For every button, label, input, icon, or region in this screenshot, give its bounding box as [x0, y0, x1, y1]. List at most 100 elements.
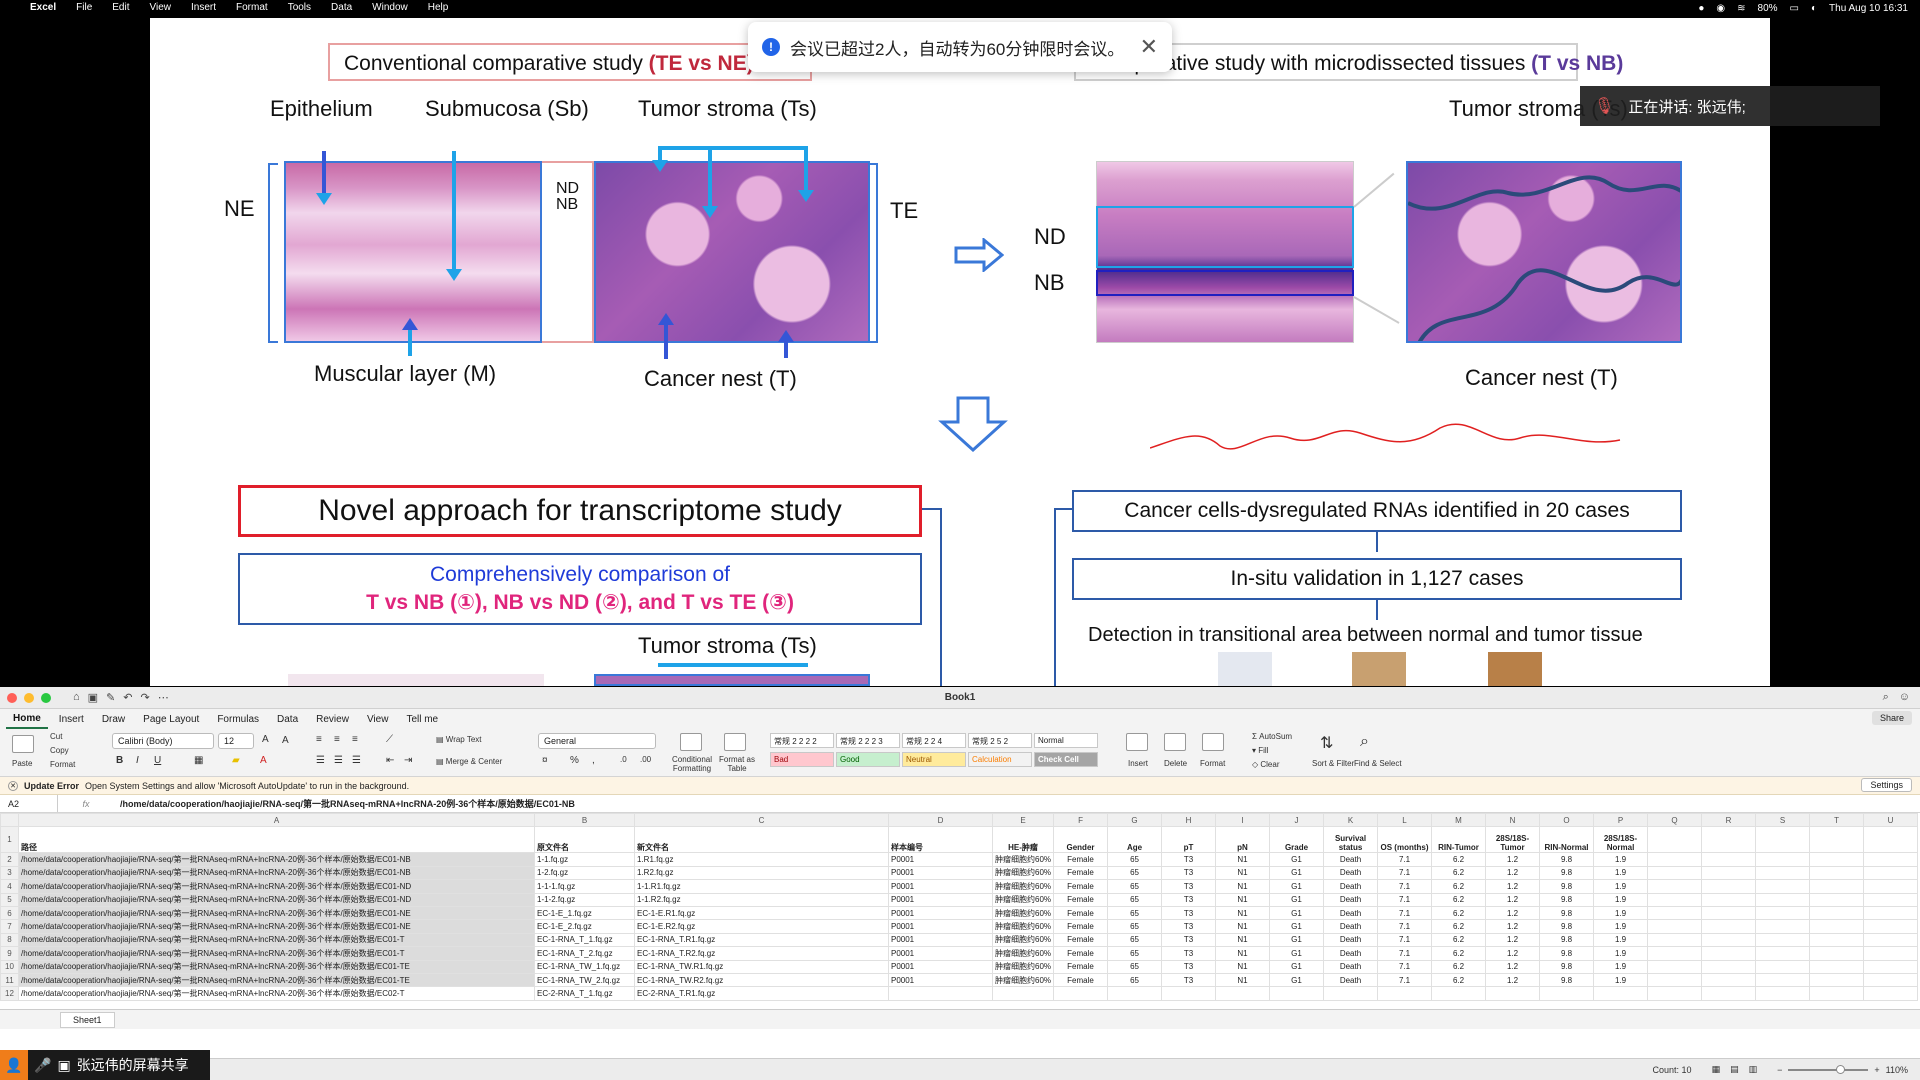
table-cell[interactable] — [1161, 986, 1217, 1001]
table-cell[interactable]: 1.2 — [1485, 972, 1541, 988]
table-cell[interactable] — [1701, 932, 1757, 948]
table-cell[interactable]: Female — [1053, 946, 1109, 961]
table-cell[interactable]: 9.8 — [1539, 905, 1595, 921]
menu-file[interactable]: File — [76, 2, 93, 13]
row-header[interactable]: 10 — [0, 959, 19, 974]
table-cell[interactable]: 1.9 — [1593, 919, 1649, 934]
table-cell[interactable]: P0001 — [888, 919, 993, 934]
table-cell[interactable]: Death — [1323, 919, 1379, 934]
table-cell[interactable]: 1-1.R1.fq.gz — [634, 879, 889, 894]
align-top-icon[interactable]: ≡ — [316, 734, 322, 745]
column-header-l[interactable]: L — [1377, 813, 1433, 828]
control-center-icon[interactable]: ◐ — [1810, 2, 1818, 14]
table-cell[interactable]: EC-2-RNA_T_1.fq.gz — [534, 986, 635, 1001]
wrap-text-button[interactable]: ▤ Wrap Text — [436, 735, 482, 744]
table-cell[interactable]: N1 — [1215, 932, 1271, 948]
table-cell[interactable]: P0001 — [888, 879, 993, 894]
table-cell[interactable]: 28S/18S-Tumor — [1485, 826, 1541, 854]
sheet-tab[interactable]: Sheet1 — [60, 1011, 115, 1028]
table-cell[interactable]: 1.2 — [1485, 919, 1541, 934]
row-header[interactable]: 7 — [0, 919, 19, 934]
tab-view[interactable]: View — [366, 713, 389, 725]
column-header-f[interactable]: F — [1053, 813, 1109, 828]
comma-icon[interactable]: , — [592, 755, 595, 766]
conditional-formatting-icon[interactable] — [680, 733, 702, 751]
column-header-e[interactable]: E — [991, 813, 1055, 828]
table-cell[interactable]: 1.R2.fq.gz — [634, 865, 889, 881]
font-name-select[interactable]: Calibri (Body) — [112, 733, 214, 749]
table-cell[interactable] — [1701, 986, 1757, 1001]
table-cell[interactable]: /home/data/cooperation/haojiajie/RNA-seq… — [18, 946, 535, 961]
table-cell[interactable]: Female — [1053, 879, 1109, 894]
table-cell[interactable]: 9.8 — [1539, 972, 1595, 988]
column-header-h[interactable]: H — [1161, 813, 1217, 828]
table-cell[interactable]: 1.9 — [1593, 932, 1649, 948]
table-cell[interactable]: 1-2.fq.gz — [534, 865, 635, 881]
outdent-icon[interactable]: ⇥ — [404, 755, 413, 766]
table-cell[interactable] — [1647, 972, 1703, 988]
table-cell[interactable]: 1-1.R2.fq.gz — [634, 892, 889, 907]
style-bad[interactable]: Bad — [770, 752, 834, 767]
table-cell[interactable]: 65 — [1107, 919, 1163, 934]
table-cell[interactable]: N1 — [1215, 865, 1271, 881]
table-cell[interactable]: 1.2 — [1485, 946, 1541, 961]
table-cell[interactable] — [1701, 959, 1757, 974]
menu-apple-icon[interactable] — [0, 0, 20, 16]
align-left-icon[interactable]: ☰ — [316, 755, 325, 766]
close-window-button[interactable] — [7, 692, 17, 703]
autosum-button[interactable]: Σ AutoSum — [1252, 732, 1293, 741]
conditional-formatting-button[interactable]: Conditional Formatting — [671, 755, 713, 773]
table-cell[interactable]: P0001 — [888, 946, 993, 961]
number-format-select[interactable]: General — [538, 733, 656, 749]
borders-icon[interactable]: ▦ — [194, 755, 204, 766]
style-good[interactable]: Good — [836, 752, 900, 767]
table-cell[interactable] — [1647, 919, 1703, 934]
table-cell[interactable]: 1.2 — [1485, 865, 1541, 881]
zoom-slider[interactable] — [1788, 1064, 1869, 1074]
table-cell[interactable]: 肿瘤细胞约60% — [991, 972, 1055, 988]
merge-center-button[interactable]: ▤ Merge & Center — [436, 757, 503, 766]
table-cell[interactable]: 7.1 — [1377, 865, 1433, 881]
row-header[interactable]: 12 — [0, 986, 19, 1001]
table-cell[interactable]: 1.9 — [1593, 959, 1649, 974]
search-icon[interactable]: ⌕ — [1882, 691, 1889, 703]
battery-icon[interactable]: ▭ — [1789, 2, 1799, 14]
table-cell[interactable]: 肿瘤细胞约60% — [991, 959, 1055, 974]
column-header-g[interactable]: G — [1107, 813, 1163, 828]
table-cell[interactable] — [1809, 852, 1865, 867]
page-break-view-icon[interactable]: ▥ — [1748, 1064, 1758, 1074]
name-box[interactable]: A2 — [0, 795, 58, 812]
table-cell[interactable]: 1.9 — [1593, 879, 1649, 894]
table-cell[interactable]: /home/data/cooperation/haojiajie/RNA-seq… — [18, 932, 535, 948]
menu-window[interactable]: Window — [372, 2, 408, 13]
table-cell[interactable] — [1755, 905, 1811, 921]
table-cell[interactable]: 9.8 — [1539, 879, 1595, 894]
row-header[interactable]: 2 — [0, 852, 19, 867]
table-cell[interactable]: Female — [1053, 905, 1109, 921]
table-cell[interactable]: 1.9 — [1593, 892, 1649, 907]
column-header-d[interactable]: D — [888, 813, 993, 828]
tab-formulas[interactable]: Formulas — [217, 713, 260, 725]
table-cell[interactable]: 肿瘤细胞约60% — [991, 919, 1055, 934]
wifi-icon[interactable]: ≋ — [1737, 2, 1746, 14]
tab-draw[interactable]: Draw — [101, 713, 126, 725]
table-cell[interactable] — [1809, 879, 1865, 894]
row-header[interactable]: 5 — [0, 892, 19, 907]
table-cell[interactable]: 7.1 — [1377, 905, 1433, 921]
align-middle-icon[interactable]: ≡ — [334, 734, 340, 745]
table-cell[interactable]: /home/data/cooperation/haojiajie/RNA-seq… — [18, 905, 535, 921]
table-cell[interactable]: 1.2 — [1485, 932, 1541, 948]
table-cell[interactable]: T3 — [1161, 879, 1217, 894]
tab-tell-me[interactable]: Tell me — [406, 713, 439, 725]
wechat-icon[interactable]: ● — [1698, 2, 1705, 14]
table-cell[interactable]: 65 — [1107, 946, 1163, 961]
table-cell[interactable]: G1 — [1269, 932, 1325, 948]
table-cell[interactable]: Female — [1053, 865, 1109, 881]
table-cell[interactable] — [1647, 986, 1703, 1001]
copy-button[interactable]: Copy — [50, 746, 69, 755]
table-cell[interactable] — [1863, 879, 1919, 894]
table-cell[interactable]: /home/data/cooperation/haojiajie/RNA-seq… — [18, 852, 535, 867]
decrease-font-icon[interactable]: A — [282, 735, 289, 746]
table-cell[interactable]: Death — [1323, 879, 1379, 894]
tab-insert[interactable]: Insert — [58, 713, 84, 725]
